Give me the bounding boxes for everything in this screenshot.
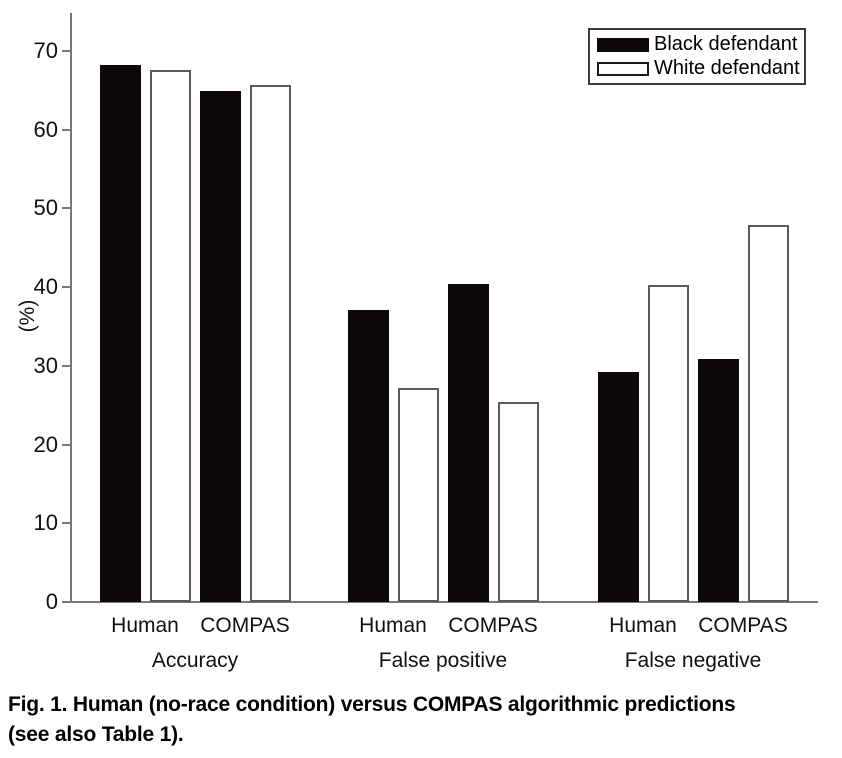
group-label-false-negative: False negative [624, 649, 762, 672]
y-tick-label-10: 10 [33, 510, 58, 536]
y-tick-label-70: 70 [33, 38, 58, 63]
y-tick-label-0: 0 [45, 589, 58, 614]
y-tick-70 [62, 50, 71, 52]
bar-black-defendant-false-positive-compas [447, 283, 489, 602]
x-label-compas-false-negative: COMPAS [698, 614, 788, 637]
legend-swatch-white-icon [597, 61, 649, 76]
bar-black-defendant-accuracy-human [99, 65, 141, 602]
legend-label-black-defendant: Black defendant [654, 33, 798, 55]
y-tick-40 [62, 286, 71, 289]
bar-white-defendant-false-positive-compas [497, 402, 539, 602]
y-tick-10 [62, 522, 71, 525]
bar-white-defendant-false-negative-human [647, 284, 689, 602]
y-tick-20 [62, 443, 71, 446]
bar-black-defendant-false-negative-compas [697, 358, 739, 602]
bar-white-defendant-accuracy-compas [249, 84, 291, 602]
legend-item-white-defendant: White defendant [597, 57, 804, 79]
x-label-compas-accuracy: COMPAS [200, 614, 290, 637]
y-tick-60 [62, 128, 71, 131]
x-label-compas-false-positive: COMPAS [448, 614, 538, 637]
x-axis-line [70, 601, 818, 603]
x-label-human-false-positive: Human [359, 614, 427, 637]
legend-item-black-defendant: Black defendant [597, 33, 804, 55]
caption-line-1: Fig. 1. Human (no-race condition) versus… [8, 693, 736, 716]
bar-black-defendant-false-negative-human [597, 372, 639, 602]
group-label-false-positive: False positive [378, 649, 508, 672]
x-label-human-false-negative: Human [609, 614, 677, 637]
y-tick-label-60: 60 [33, 116, 58, 142]
legend-swatch-black-icon [597, 37, 649, 52]
bar-black-defendant-false-positive-human [347, 309, 389, 602]
y-tick-label-20: 20 [33, 431, 58, 457]
y-tick-50 [62, 207, 71, 210]
group-label-accuracy: Accuracy [151, 649, 239, 672]
y-tick-30 [62, 364, 71, 367]
y-tick-label-50: 50 [33, 195, 58, 221]
y-tick-label-30: 30 [33, 352, 58, 378]
figure-caption: Fig. 1. Human (no-race condition) versus… [8, 690, 836, 750]
y-tick-0 [62, 601, 71, 603]
y-tick-label-40: 40 [33, 274, 58, 300]
bar-white-defendant-false-negative-compas [747, 224, 789, 602]
y-axis-line [70, 13, 72, 603]
legend: Black defendant White defendant [588, 28, 806, 85]
bar-white-defendant-false-positive-human [397, 387, 439, 602]
caption-line-2: (see also Table 1). [8, 723, 184, 746]
legend-label-white-defendant: White defendant [654, 57, 800, 79]
bar-white-defendant-accuracy-human [149, 69, 191, 602]
x-label-human-accuracy: Human [111, 614, 179, 637]
bar-black-defendant-accuracy-compas [199, 91, 241, 602]
